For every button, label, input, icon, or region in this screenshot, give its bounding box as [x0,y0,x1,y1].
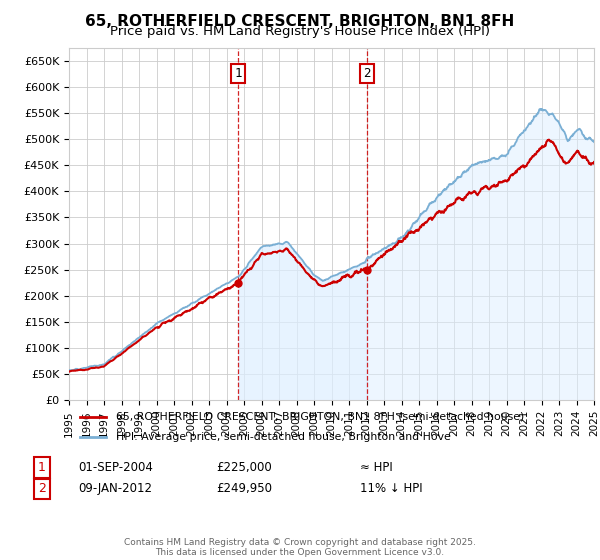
Text: 2: 2 [363,67,371,80]
Text: 1: 1 [235,67,242,80]
Text: 01-SEP-2004: 01-SEP-2004 [78,461,153,474]
Text: 09-JAN-2012: 09-JAN-2012 [78,482,152,496]
Text: 11% ↓ HPI: 11% ↓ HPI [360,482,422,496]
Text: 65, ROTHERFIELD CRESCENT, BRIGHTON, BN1 8FH (semi-detached house): 65, ROTHERFIELD CRESCENT, BRIGHTON, BN1 … [116,412,524,422]
Text: Contains HM Land Registry data © Crown copyright and database right 2025.
This d: Contains HM Land Registry data © Crown c… [124,538,476,557]
Text: Price paid vs. HM Land Registry's House Price Index (HPI): Price paid vs. HM Land Registry's House … [110,25,490,38]
Text: 2: 2 [38,482,46,496]
Text: £249,950: £249,950 [216,482,272,496]
Text: £225,000: £225,000 [216,461,272,474]
Text: 1: 1 [38,461,46,474]
Text: 65, ROTHERFIELD CRESCENT, BRIGHTON, BN1 8FH: 65, ROTHERFIELD CRESCENT, BRIGHTON, BN1 … [85,14,515,29]
Text: HPI: Average price, semi-detached house, Brighton and Hove: HPI: Average price, semi-detached house,… [116,432,451,442]
Text: ≈ HPI: ≈ HPI [360,461,393,474]
